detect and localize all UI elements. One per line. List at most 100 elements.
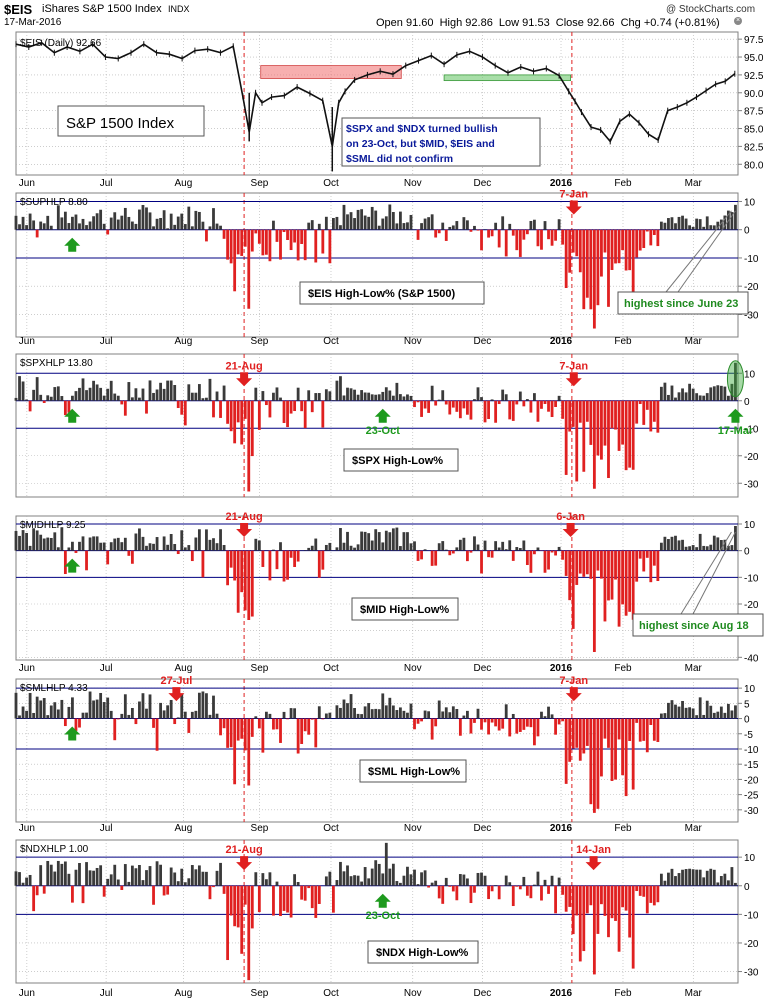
hl-bar [250, 229, 254, 252]
hl-bar [257, 885, 261, 913]
up-arrow-shape [64, 408, 81, 423]
hl-bar [190, 550, 194, 562]
down-arrow-shape [565, 687, 582, 702]
y-tick-label: -30 [744, 806, 759, 817]
x-tick-label-aug: Aug [175, 823, 193, 834]
hl-bar [155, 861, 159, 886]
hl-bar [444, 400, 448, 405]
price-legend: $EIS (Daily) 92.66 [20, 38, 102, 49]
hl-bar [21, 216, 25, 230]
hl-bar [321, 400, 325, 428]
hl-bar [409, 874, 413, 886]
callout-pointer [692, 531, 736, 615]
x-tick-label-sep: Sep [251, 178, 269, 189]
hl-bar [550, 400, 554, 418]
symbol: $EIS [4, 2, 33, 17]
x-tick-label-aug: Aug [175, 663, 193, 674]
y-tick-label: 80.0 [744, 160, 764, 171]
hl-bar [451, 550, 455, 554]
hl-bar [480, 872, 483, 886]
hl-bar [264, 711, 268, 719]
hl-bar [360, 881, 364, 886]
hl-bar [102, 542, 106, 551]
hl-bar [342, 542, 346, 551]
hl-bar [102, 702, 106, 719]
hl-bar [275, 718, 279, 730]
hl-bar [53, 387, 57, 401]
hl-bar [476, 387, 480, 401]
hl-bar [141, 205, 145, 230]
hl-bar [250, 550, 254, 617]
hl-bar [416, 884, 420, 886]
hl-bar [272, 549, 275, 551]
hl-bar [695, 547, 699, 551]
hl-bar [197, 692, 201, 719]
hl-bar [159, 550, 162, 551]
hl-bar [511, 885, 515, 907]
hl-bar [109, 542, 113, 551]
hl-bar [56, 547, 60, 551]
hl-bar [342, 395, 346, 401]
hl-bar [42, 223, 46, 230]
hl-bar [603, 400, 607, 446]
hl-bar [219, 862, 222, 886]
hl-bar [240, 550, 244, 593]
price-line [15, 41, 736, 147]
hl-bar [339, 225, 342, 230]
exchange: INDX [168, 4, 190, 14]
hl-bar [585, 229, 589, 298]
hl-bar [229, 229, 233, 264]
hl-bar [314, 393, 318, 401]
hl-bar [35, 229, 39, 238]
hl-bar [395, 382, 399, 401]
x-tick-label-mar: Mar [685, 663, 703, 674]
hl-bar [547, 229, 550, 240]
hl-bar [236, 229, 240, 255]
hl-bar [247, 550, 251, 620]
hl-bar [85, 712, 88, 719]
hl-bar [427, 885, 431, 888]
y-tick-label: -20 [744, 775, 759, 786]
close-icon[interactable]: × [734, 17, 742, 25]
hl-bar [564, 400, 568, 475]
hl-bar [667, 872, 670, 886]
hl-bar [466, 550, 469, 562]
hl-bar [413, 541, 416, 551]
hl-bar [564, 550, 568, 576]
hl-bar [99, 387, 103, 401]
hl-bar [423, 870, 427, 886]
hl-bar [289, 400, 293, 414]
hl-bar [130, 707, 134, 719]
y-tick-label: 5 [744, 699, 750, 710]
hl-bar [610, 550, 614, 600]
hl-bar [102, 223, 106, 230]
hl-bar [310, 545, 314, 551]
hl-bar [88, 870, 92, 886]
hl-bar [356, 394, 360, 401]
hl-bar [621, 229, 624, 251]
up-arrow-shape [374, 893, 391, 908]
hl-bar [416, 400, 420, 403]
hl-bar [575, 229, 579, 257]
hl-bar [49, 864, 53, 886]
hl-bar [155, 218, 159, 230]
hl-bar [525, 399, 529, 401]
hl-bar [335, 705, 339, 719]
x-tick-label-jun: Jun [19, 823, 35, 834]
hl-bar [109, 710, 113, 719]
annotation-line: on 23-Oct, but $MID, $EIS and [346, 138, 495, 150]
hl-bar [423, 549, 427, 551]
hl-bar [709, 225, 713, 230]
hl-bar [670, 385, 674, 401]
hl-bar [437, 885, 441, 899]
hl-bar [649, 400, 653, 432]
hl-bar [688, 546, 692, 551]
x-tick-label-feb: Feb [614, 663, 632, 674]
hl-bar [691, 545, 695, 551]
hl-bar [536, 229, 540, 247]
hl-bar [197, 865, 201, 886]
hl-bar [293, 874, 297, 886]
hl-bar [240, 718, 244, 739]
hl-bar [702, 545, 706, 551]
hl-bar [631, 229, 635, 313]
